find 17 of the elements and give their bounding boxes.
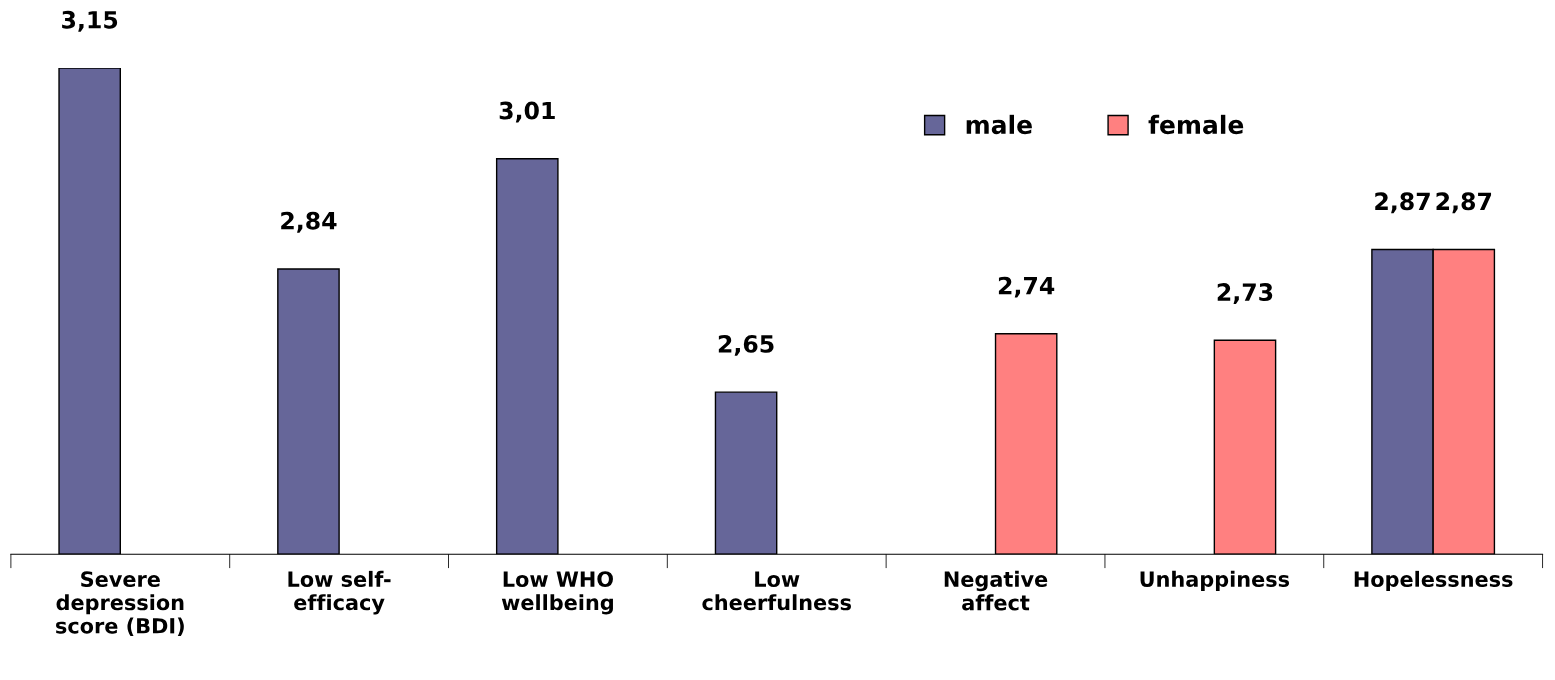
data-label: 2,87 bbox=[1436, 192, 1492, 214]
x-tick-label: Hopelessness bbox=[1354, 570, 1513, 592]
legend-label: female bbox=[1148, 114, 1244, 135]
data-label: 3,15 bbox=[62, 10, 118, 32]
x-tick-label: Low WHO wellbeing bbox=[501, 571, 613, 615]
x-tick-label: Low cheerfulness bbox=[702, 571, 851, 611]
x-tick-label: Negative affect bbox=[944, 570, 1048, 611]
data-label: 2,84 bbox=[281, 211, 337, 233]
x-tick-label: Unhappiness bbox=[1140, 570, 1290, 592]
data-label: 2,87 bbox=[1375, 192, 1430, 214]
x-tick-label: Low self- efficacy bbox=[288, 570, 391, 615]
data-label: 2,74 bbox=[998, 276, 1055, 298]
legend-label: male bbox=[966, 114, 1032, 135]
x-tick-label: Severe depression score (BDI) bbox=[56, 571, 184, 637]
data-label: 3,01 bbox=[499, 101, 555, 123]
data-label: 2,65 bbox=[718, 334, 774, 356]
data-label: 2,73 bbox=[1217, 283, 1273, 304]
